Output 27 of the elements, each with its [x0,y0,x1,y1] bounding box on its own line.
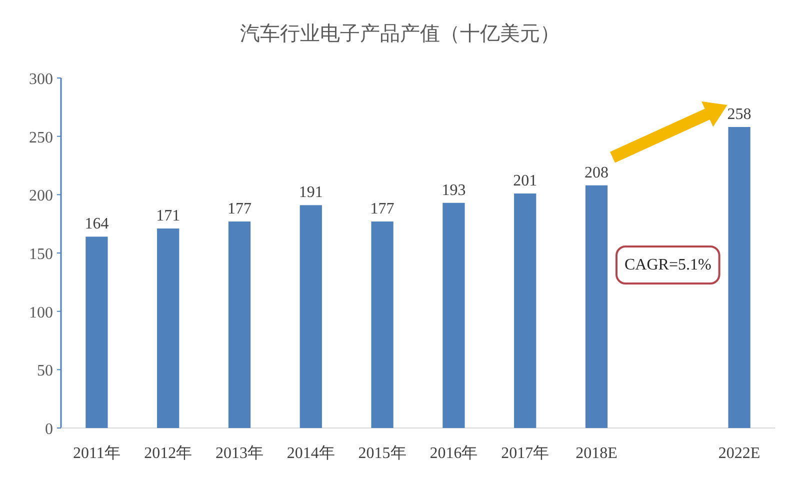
data-label: 171 [156,208,180,224]
x-tick-label: 2013年 [216,445,264,462]
y-tick-label: 200 [29,188,53,205]
y-tick-label: 0 [45,421,53,438]
x-tick-label: 2014年 [286,445,335,462]
y-tick-label: 50 [37,362,53,380]
data-label: 164 [84,216,109,233]
y-tick-label: 150 [29,246,53,263]
data-label: 208 [584,164,608,182]
data-label: 191 [298,184,323,202]
data-label: 201 [513,172,538,190]
x-tick-label: 2016年 [430,445,478,462]
data-label: 177 [228,200,252,218]
x-tick-label: 2011年 [72,445,120,462]
data-label: 258 [727,106,752,123]
y-tick-label: 250 [29,129,53,146]
data-label: 177 [370,200,394,218]
x-tick-label: 2015年 [358,445,406,462]
title: 汽车行业电子产品产值（十亿美元） [240,23,560,45]
data-label: 193 [442,182,466,199]
y-tick-label: 100 [29,304,53,322]
x-tick-label: 2018E [576,445,618,462]
x-tick-label: 2017年 [501,445,550,462]
x-tick-label: 2012年 [144,445,192,462]
y-tick-label: 300 [29,71,53,88]
x-tick-label: 2022E [718,445,760,462]
annotation: CAGR=5.1% [624,256,712,274]
